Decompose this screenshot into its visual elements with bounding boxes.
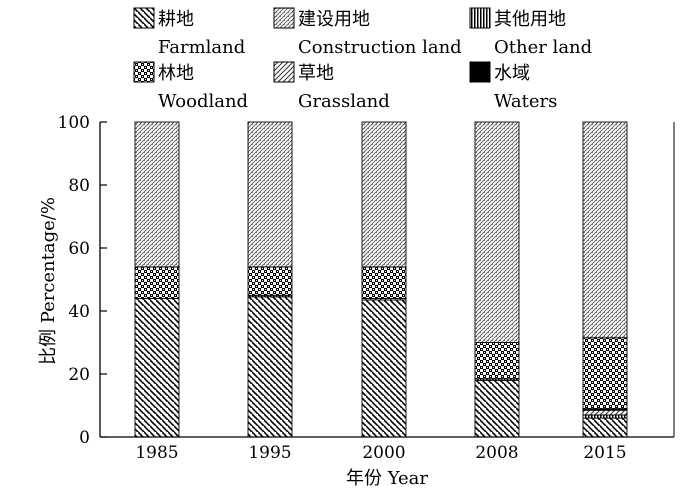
bar-2000-construction-land — [361, 121, 407, 268]
bar-2000-woodland — [361, 266, 407, 299]
ticks: 0 20 40 60 80 100 1985 1995 2000 2008 2015 — [58, 113, 627, 463]
bar-stack-2008 — [474, 121, 520, 438]
legend-item-grassland: 草地 Grassland — [273, 61, 390, 112]
bar-stack-1995 — [247, 121, 293, 438]
legend-label-en-grassland: Grassland — [298, 91, 390, 112]
bar-2000-farmland — [361, 299, 407, 438]
bar-stack-2000 — [361, 121, 407, 438]
legend-label-cn-waters: 水域 — [494, 63, 530, 84]
legend-item-construction-land: 建设用地 Construction land — [273, 7, 462, 58]
legend-label-cn-farmland: 耕地 — [158, 9, 194, 30]
x-axis-title: 年份 Year — [346, 468, 428, 489]
legend-swatch-farmland — [133, 7, 155, 29]
legend-swatch-woodland — [133, 61, 155, 83]
y-tick-label-100: 100 — [58, 113, 90, 133]
bar-2008-construction-land — [474, 121, 520, 343]
bar-stack-2015 — [582, 121, 628, 438]
bar-1995-woodland — [247, 266, 293, 296]
legend-label-en-waters: Waters — [494, 91, 557, 112]
axes — [99, 122, 675, 438]
y-tick-label-0: 0 — [79, 428, 90, 448]
legend-label-en-construction-land: Construction land — [298, 37, 462, 58]
bar-1995-construction-land — [247, 121, 293, 268]
bar-2008-farmland — [474, 379, 520, 438]
x-tick-label-1985: 1985 — [135, 443, 178, 463]
y-tick-label-20: 20 — [68, 365, 90, 385]
bar-2015-woodland — [582, 337, 628, 410]
legend-swatch-waters — [469, 61, 491, 83]
legend-label-en-other-land: Other land — [494, 37, 592, 58]
bar-2015-grassland — [582, 409, 628, 416]
x-tick-label-2015: 2015 — [583, 443, 626, 463]
y-tick-label-60: 60 — [68, 239, 90, 259]
legend-label-cn-construction-land: 建设用地 — [298, 9, 370, 30]
bar-1985-farmland — [134, 297, 180, 438]
x-tick-label-1995: 1995 — [248, 443, 291, 463]
legend-item-other-land: 其他用地 Other land — [469, 7, 592, 58]
bar-2015-farmland — [582, 417, 628, 438]
bars — [134, 121, 628, 438]
legend-label-en-woodland: Woodland — [158, 91, 248, 112]
legend: 耕地 Farmland 建设用地 Construction land 其他用地 Other… — [133, 7, 592, 112]
x-tick-label-2000: 2000 — [362, 443, 405, 463]
legend-item-woodland: 林地 Woodland — [133, 61, 248, 112]
bar-2015-other-land — [582, 414, 628, 419]
legend-swatch-other-land — [469, 7, 491, 29]
bar-2008-woodland — [474, 342, 520, 380]
bar-1995-farmland — [247, 296, 293, 438]
legend-label-cn-grassland: 草地 — [298, 63, 334, 84]
legend-label-en-farmland: Farmland — [158, 37, 245, 58]
y-axis-title: 比例 Percentage/% — [38, 197, 59, 365]
bar-stack-1985 — [134, 121, 180, 438]
y-tick-label-40: 40 — [68, 302, 90, 322]
legend-label-cn-woodland: 林地 — [158, 63, 194, 84]
y-tick-label-80: 80 — [68, 176, 90, 196]
legend-item-waters: 水域 Waters — [469, 61, 557, 112]
legend-label-cn-other-land: 其他用地 — [494, 9, 566, 30]
legend-swatch-grassland — [273, 61, 295, 83]
bar-1985-woodland — [134, 266, 180, 299]
bar-2015-construction-land — [582, 121, 628, 339]
bar-1985-construction-land — [134, 121, 180, 268]
legend-swatch-construction-land — [273, 7, 295, 29]
legend-item-farmland: 耕地 Farmland — [133, 7, 245, 58]
x-tick-label-2008: 2008 — [475, 443, 518, 463]
